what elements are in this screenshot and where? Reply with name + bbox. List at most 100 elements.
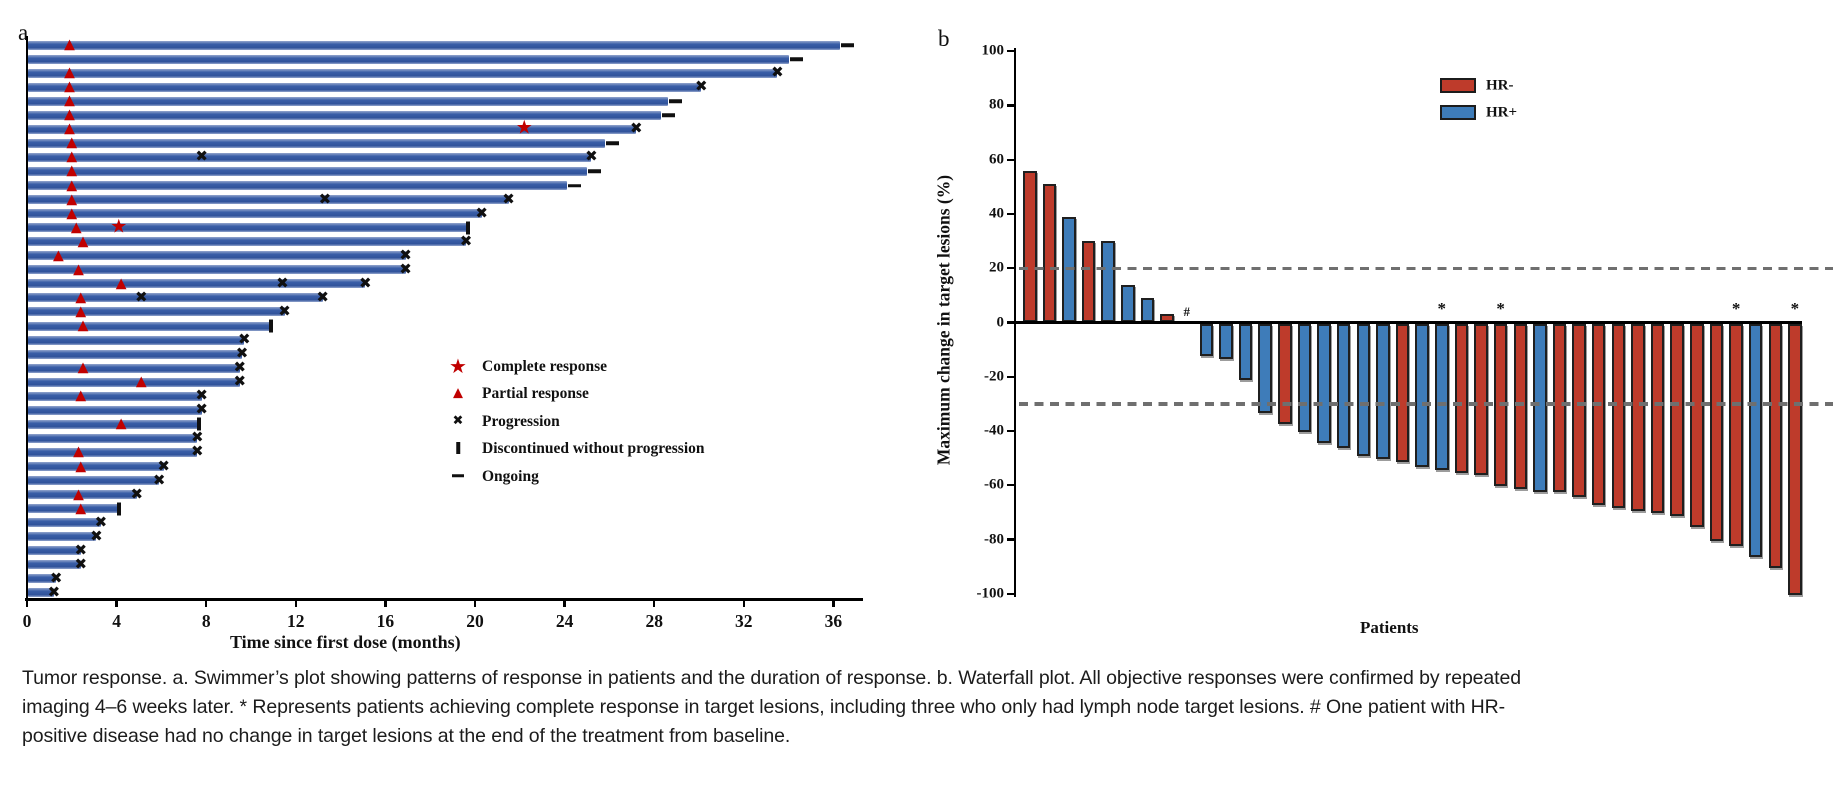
progression-end-marker: ✖ — [358, 273, 372, 292]
waterfall-bar — [1631, 323, 1645, 511]
progression-end-marker: ✖ — [278, 301, 291, 320]
progression-marker: ✖ — [134, 287, 148, 306]
waterfall-x-axis-label: Patients — [1360, 618, 1419, 637]
swimmer-bar — [28, 574, 57, 584]
discontinued-marker — [269, 319, 274, 333]
swimmer-x-tick — [742, 598, 745, 607]
partial-response-marker: ▲ — [77, 233, 89, 250]
progression-end-marker: ✖ — [694, 77, 708, 96]
progression-end-marker: ✖ — [157, 456, 170, 475]
progression-end-marker: ✖ — [399, 245, 412, 264]
waterfall-bar — [1101, 241, 1115, 323]
complete-response-asterisk: * — [1790, 298, 1800, 318]
waterfall-y-tick — [1007, 484, 1014, 487]
partial-response-marker: ▲ — [75, 303, 87, 320]
progression-end-marker: ✖ — [190, 442, 204, 461]
waterfall-y-tick — [1007, 104, 1014, 107]
swimmer-x-tick-label: 8 — [201, 611, 211, 631]
swimmer-x-tick-label: 4 — [112, 611, 121, 631]
progression-end-marker: ✖ — [74, 554, 88, 573]
waterfall-y-tick — [1007, 50, 1014, 53]
partial-response-marker: ▲ — [66, 148, 78, 165]
swimmer-bar — [28, 251, 406, 261]
complete-response-asterisk: * — [1437, 298, 1447, 318]
progression-marker: ✖ — [276, 273, 289, 292]
partial-response-marker: ▲ — [52, 247, 64, 264]
progression-end-marker: ✖ — [629, 119, 643, 138]
swimmer-bar — [28, 546, 81, 556]
progression-end-marker: ✖ — [233, 372, 247, 391]
waterfall-y-tick — [1007, 429, 1014, 433]
waterfall-y-tick — [1007, 538, 1014, 541]
swimmer-bar — [28, 490, 137, 500]
ongoing-marker — [661, 113, 675, 117]
swimmer-x-tick — [473, 598, 477, 607]
waterfall-y-tick-label: -20 — [984, 368, 1004, 385]
swimmer-legend-label: Partial response — [482, 385, 589, 403]
waterfall-y-tick-label: 0 — [996, 314, 1005, 330]
progression-end-marker: ✖ — [130, 484, 144, 503]
waterfall-y-tick-label: 80 — [989, 96, 1004, 113]
waterfall-y-tick-label: 40 — [989, 205, 1004, 222]
waterfall-bar — [1395, 323, 1410, 462]
progression-end-marker: ✖ — [233, 358, 247, 377]
swimmer-bar — [28, 293, 323, 303]
partial-response-marker: ▲ — [66, 190, 78, 207]
swimmer-bar — [28, 377, 240, 387]
swimmer-bar — [28, 560, 81, 570]
waterfall-y-axis-label: Maximum change in target lesions (%) — [933, 174, 954, 466]
swimmer-x-tick-label: 24 — [555, 611, 574, 631]
partial-response-marker: ▲ — [73, 443, 84, 460]
complete-response-asterisk: * — [1731, 298, 1741, 318]
complete-response-asterisk: * — [1496, 298, 1505, 318]
waterfall-bar — [1611, 323, 1626, 508]
swimmer-x-tick-label: 32 — [735, 611, 753, 631]
swimmer-x-tick — [294, 598, 297, 607]
waterfall-y-tick-label: 60 — [989, 151, 1004, 168]
partial-response-marker: ▲ — [75, 289, 87, 306]
swimmer-x-axis — [25, 598, 863, 601]
partial-response-marker: ▲ — [115, 275, 127, 292]
swimmer-bar — [28, 96, 668, 106]
swimmer-x-tick-label: 28 — [645, 611, 663, 631]
waterfall-bar — [1258, 323, 1272, 414]
swimmer-x-axis-label: Time since first dose (months) — [230, 632, 461, 652]
waterfall-bar — [1356, 323, 1371, 457]
ongoing-marker — [567, 183, 581, 188]
partial-response-marker: ▲ — [75, 387, 87, 404]
swimmer-bar — [28, 82, 702, 92]
ongoing-legend-icon — [452, 473, 464, 478]
progression-end-marker: ✖ — [94, 512, 108, 531]
swimmer-bar — [28, 405, 202, 415]
ongoing-marker — [605, 141, 619, 146]
partial-response-marker: ▲ — [66, 176, 78, 193]
waterfall-bar — [1317, 323, 1331, 443]
complete-response-marker: ★ — [110, 215, 128, 238]
swimmer-bar — [28, 518, 101, 528]
swimmer-legend-label: Ongoing — [482, 467, 539, 485]
swimmer-bar — [28, 195, 509, 205]
waterfall-y-tick-label: 20 — [989, 259, 1004, 276]
swimmer-bar — [28, 209, 482, 219]
swimmer-bar — [28, 307, 285, 317]
progression-end-marker: ✖ — [74, 540, 88, 559]
waterfall-bar — [1435, 323, 1449, 470]
waterfall-bar — [1336, 323, 1351, 449]
swimmer-x-tick — [653, 598, 656, 607]
swimmer-bar — [28, 462, 164, 471]
hr-negative-legend-swatch — [1440, 78, 1476, 93]
waterfall-y-tick — [1007, 158, 1014, 161]
waterfall-bar — [1454, 323, 1469, 473]
progression-end-marker: ✖ — [152, 470, 166, 489]
swimmer-x-tick-label: 36 — [824, 611, 843, 631]
progression-end-marker: ✖ — [502, 189, 515, 208]
waterfall-bar — [1572, 323, 1586, 498]
waterfall-bar — [1219, 323, 1233, 359]
waterfall-bar — [1768, 323, 1783, 568]
discontinued-marker — [116, 502, 121, 516]
waterfall-y-tick-label: 100 — [981, 42, 1005, 59]
panel-b-letter: b — [938, 26, 950, 51]
partial-response-marker: ▲ — [70, 219, 82, 236]
swimmer-bar — [28, 152, 592, 162]
